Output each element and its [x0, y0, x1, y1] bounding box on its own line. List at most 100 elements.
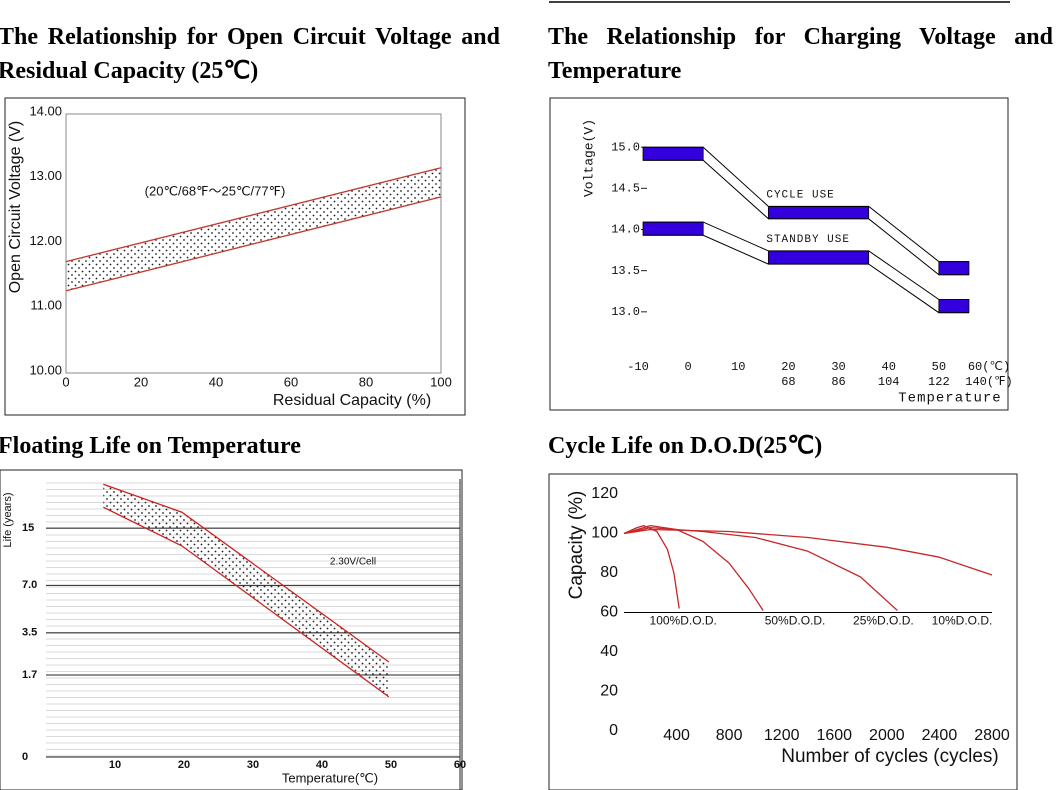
- x-tick-label: 30: [247, 759, 259, 771]
- cycle-line: [623, 526, 898, 611]
- voltage-bar: [642, 221, 704, 236]
- chart: 0 1.7 3.5 7.0 15 10 20 30 40 50 60 Temperature(℃) Li…: [0, 469, 466, 790]
- series-label: CYCLE USE: [766, 189, 834, 201]
- y-tick-label: 15.0: [611, 140, 640, 154]
- x-tick-label: 10: [731, 360, 745, 374]
- x-tick-label: 60: [284, 374, 298, 389]
- x-tick-label: 60: [454, 759, 466, 771]
- x-axis-label: Residual Capacity (%): [273, 392, 431, 409]
- x2-tick-label: 140(℉): [965, 375, 1012, 389]
- series-label: 100%D.O.D.: [650, 614, 717, 628]
- x-tick-label: 60(℃): [968, 360, 1010, 374]
- series-label: STANDBY USE: [766, 234, 850, 246]
- plot-area: [65, 113, 442, 374]
- x-tick-label: 30: [831, 360, 845, 374]
- y-axis-label: Capacity (%): [566, 491, 587, 600]
- y-tick-label: 0: [609, 722, 618, 739]
- y-tick-label: 10.00: [29, 362, 62, 377]
- band-upper: [103, 483, 390, 663]
- y-tick-label: 15: [22, 522, 34, 534]
- chart: 10.00 11.00 12.00 13.00 14.00 0 20 40 60 80 100 Res…: [4, 97, 466, 416]
- x-tick-label: 40: [316, 759, 328, 771]
- x-axis-label: Number of cycles (cycles): [781, 746, 999, 767]
- x-tick-label: 1600: [816, 727, 852, 744]
- series-label: 10%D.O.D.: [932, 614, 993, 628]
- x-axis-label: Temperature(℃): [282, 770, 378, 785]
- x-tick-label: 800: [716, 727, 743, 744]
- x-tick-label: 40: [882, 360, 896, 374]
- x-tick-label: 2800: [974, 727, 1010, 744]
- annotation: 2.30V/Cell: [330, 557, 376, 568]
- chart-title: Floating Life on Temperature: [0, 433, 301, 459]
- y-axis-label: Life (years): [2, 492, 14, 547]
- y-tick-label: 14.00: [29, 103, 62, 118]
- chart-title: The Relationship for Charging Voltage an…: [548, 24, 1053, 84]
- x-tick-label: 80: [359, 374, 373, 389]
- y-tick-label: 12.00: [29, 233, 62, 248]
- y-tick-label: 20: [600, 683, 618, 700]
- chart-frame: [548, 473, 1018, 790]
- band-upper: [643, 221, 969, 300]
- y-axis-label: Voltage(V): [581, 119, 596, 197]
- y-tick-label: 7.0: [22, 579, 37, 591]
- x-tick-label: 50: [385, 759, 397, 771]
- chart-frame: [549, 97, 1009, 411]
- cycle-line: [623, 524, 680, 609]
- y-tick-label: 14.5: [611, 182, 640, 196]
- x-tick-label: 10: [109, 759, 121, 771]
- voltage-bar: [938, 261, 970, 276]
- chart-title: Cycle Life on D.O.D(25℃): [548, 433, 823, 459]
- chart-title: The Relationship for Open Circuit Voltag…: [0, 24, 500, 84]
- x-tick-label: 2400: [922, 727, 958, 744]
- y-tick-label: 13.0: [611, 305, 640, 319]
- band-lower: [65, 196, 442, 292]
- band-lower: [103, 506, 390, 698]
- y-tick-label: 11.00: [30, 298, 62, 313]
- x-tick-label: -10: [627, 360, 649, 374]
- band-lower: [643, 159, 969, 276]
- x2-tick-label: 68: [781, 375, 795, 389]
- x-tick-label: 20: [134, 374, 148, 389]
- cycle-line: [623, 524, 764, 611]
- x-tick-label: 20: [178, 759, 190, 771]
- x2-tick-label: 104: [878, 375, 900, 389]
- y-tick-label: 3.5: [22, 627, 37, 639]
- y-tick-label: 100: [591, 525, 618, 542]
- y-tick-label: 40: [600, 643, 618, 660]
- chart: 13.0 13.5 14.0 14.5 15.0 -10 0 10 20 30 40 50 60(℃) 6…: [549, 97, 1013, 411]
- x2-tick-label: 86: [831, 375, 845, 389]
- voltage-bar: [642, 146, 704, 161]
- chart-frame: [4, 97, 466, 416]
- y-tick-label: 60: [600, 604, 618, 621]
- series-label: 25%D.O.D.: [853, 614, 914, 628]
- voltage-bar: [767, 206, 870, 220]
- annotation: (20℃/68℉～25℃/77℉): [145, 183, 286, 198]
- x-tick-label: 1200: [764, 727, 800, 744]
- x-tick-label: 0: [62, 374, 69, 389]
- x-tick-label: 400: [663, 727, 690, 744]
- y-tick-label: 120: [591, 485, 618, 502]
- band-fill: [66, 167, 441, 291]
- x2-tick-label: 122: [928, 375, 950, 389]
- voltage-bar: [767, 250, 870, 265]
- y-axis-label: Open Circuit Voltage (V): [7, 121, 24, 294]
- chart: 0 20 40 60 80 100 120 400 800 1200 1600 2000 2400 280…: [548, 473, 1018, 790]
- y-tick-label: 13.5: [611, 264, 640, 278]
- y-tick-label: 14.0: [611, 223, 640, 237]
- y-tick-label: 80: [600, 564, 618, 581]
- x-tick-label: 100: [430, 374, 452, 389]
- y-tick-label: 0: [22, 751, 28, 763]
- y-tick-label: 1.7: [22, 669, 37, 681]
- x-tick-label: 0: [685, 360, 692, 374]
- x-axis-label: Temperature: [898, 391, 1001, 407]
- y-tick-label: 13.00: [29, 168, 62, 183]
- voltage-bar: [938, 299, 970, 314]
- x-tick-label: 40: [209, 374, 223, 389]
- band-lower: [643, 234, 969, 314]
- band-upper: [643, 146, 969, 263]
- chart-frame: [0, 469, 463, 790]
- band-upper: [65, 167, 442, 263]
- x-tick-label: 20: [781, 360, 795, 374]
